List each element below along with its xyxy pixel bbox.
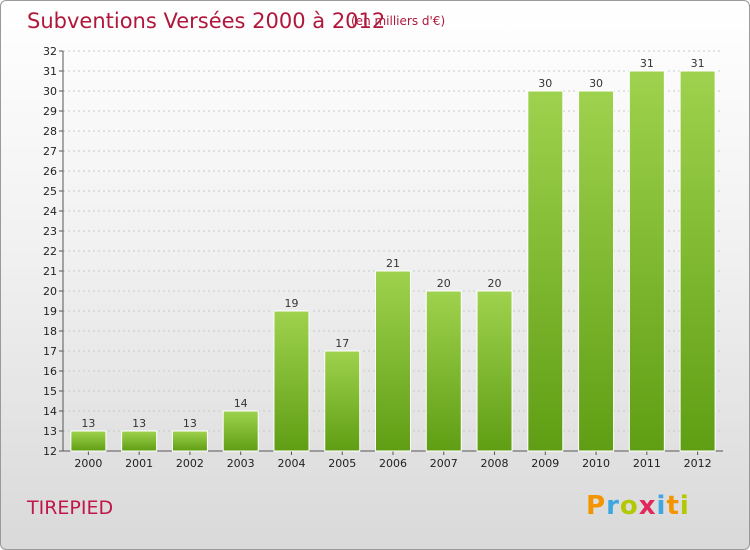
x-tick-label-2006: 2006 <box>379 457 407 470</box>
data-label-2010: 30 <box>589 77 603 90</box>
y-tick-label: 30 <box>43 85 57 98</box>
data-label-2007: 20 <box>437 277 451 290</box>
y-tick-label: 23 <box>43 225 57 238</box>
data-label-2011: 31 <box>640 57 654 70</box>
y-tick-label: 14 <box>43 405 57 418</box>
chart-title: Subventions Versées 2000 à 2012 <box>27 9 386 33</box>
commune-name: TIREPIED <box>27 497 114 519</box>
bar-2008 <box>476 290 513 452</box>
data-label-2005: 17 <box>335 337 349 350</box>
bar-2001 <box>121 430 158 452</box>
x-tick-label-2002: 2002 <box>176 457 204 470</box>
bar-2000 <box>70 430 107 452</box>
y-tick-label: 32 <box>43 45 57 58</box>
y-tick-label: 26 <box>43 165 57 178</box>
bar-2005 <box>324 350 361 452</box>
data-label-2002: 13 <box>183 417 197 430</box>
y-tick-label: 12 <box>43 445 57 458</box>
y-tick-label: 27 <box>43 145 57 158</box>
y-tick-label: 19 <box>43 305 57 318</box>
bars <box>70 70 716 452</box>
bar-2010 <box>578 90 615 452</box>
bar-2003 <box>222 410 259 452</box>
bar-2011 <box>628 70 665 452</box>
y-tick-label: 21 <box>43 265 57 278</box>
y-tick-label: 13 <box>43 425 57 438</box>
y-tick-label: 25 <box>43 185 57 198</box>
y-tick-label: 15 <box>43 385 57 398</box>
y-tick-label: 24 <box>43 205 57 218</box>
x-tick-label-2011: 2011 <box>633 457 661 470</box>
data-label-2009: 30 <box>538 77 552 90</box>
x-tick-label-2000: 2000 <box>74 457 102 470</box>
x-tick-label-2001: 2001 <box>125 457 153 470</box>
data-label-2006: 21 <box>386 257 400 270</box>
data-label-2000: 13 <box>81 417 95 430</box>
bar-2007 <box>425 290 462 452</box>
x-tick-label-2005: 2005 <box>328 457 356 470</box>
x-tick-label-2007: 2007 <box>430 457 458 470</box>
bar-2009 <box>527 90 564 452</box>
chart-units: (en milliers d'€) <box>351 14 446 28</box>
bar-2006 <box>375 270 411 452</box>
y-tick-label: 20 <box>43 285 57 298</box>
data-label-2003: 14 <box>234 397 248 410</box>
x-tick-label-2003: 2003 <box>227 457 255 470</box>
x-tick-label-2012: 2012 <box>684 457 712 470</box>
data-label-2004: 19 <box>284 297 298 310</box>
x-tick-label-2009: 2009 <box>531 457 559 470</box>
data-label-2001: 13 <box>132 417 146 430</box>
proxiti-logo: Proxiti <box>586 491 690 521</box>
data-label-2008: 20 <box>488 277 502 290</box>
y-tick-label: 29 <box>43 105 57 118</box>
x-tick-label-2010: 2010 <box>582 457 610 470</box>
y-tick-label: 22 <box>43 245 57 258</box>
y-tick-label: 31 <box>43 65 57 78</box>
x-tick-label-2004: 2004 <box>277 457 305 470</box>
bar-2012 <box>679 70 716 452</box>
bar-2004 <box>273 310 310 452</box>
y-tick-label: 18 <box>43 325 57 338</box>
bar-2002 <box>171 430 208 452</box>
y-tick-label: 28 <box>43 125 57 138</box>
data-label-2012: 31 <box>691 57 705 70</box>
y-tick-label: 16 <box>43 365 57 378</box>
labels: 12 13 14 15 16 17 18 19 20 21 22 23 24 25 26 27 28 29 30 31… <box>43 45 712 470</box>
x-tick-label-2008: 2008 <box>481 457 509 470</box>
y-tick-label: 17 <box>43 345 57 358</box>
